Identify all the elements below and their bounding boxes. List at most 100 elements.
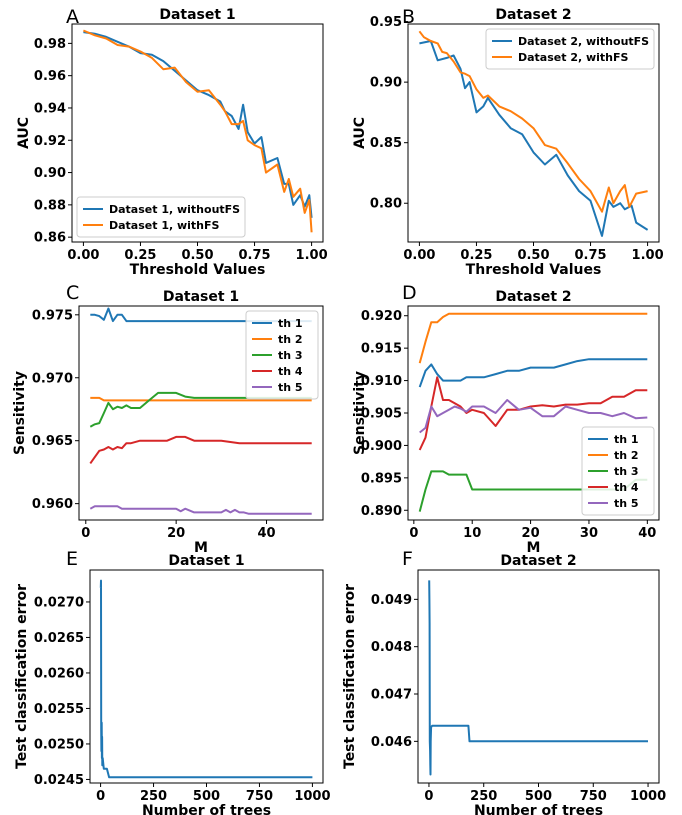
legend-entry: th 4 <box>278 365 303 378</box>
y-axis-label: Sensitivity <box>12 371 28 455</box>
legend-frame <box>485 28 655 70</box>
panel-letter-b: B <box>402 6 416 28</box>
y-tick-label: 0.915 <box>361 342 402 357</box>
y-tick-label: 0.85 <box>370 136 402 151</box>
legend: th 1 th 2 th 3 th 4 th 5 <box>245 310 319 400</box>
chart-title: Dataset 1 <box>159 7 235 23</box>
series-line-2 <box>418 30 648 213</box>
y-tick-label: 0.80 <box>370 197 402 212</box>
x-tick-label: 0.75 <box>575 248 607 263</box>
x-axis-label: M <box>527 540 541 556</box>
series-line-4 <box>89 435 312 464</box>
y-tick-label: 0.048 <box>371 640 412 655</box>
y-tick-label: 0.970 <box>32 371 73 386</box>
x-tick-label: 500 <box>193 789 220 804</box>
y-tick-label: 0.90 <box>370 76 402 91</box>
y-tick-label: 0.047 <box>371 688 412 703</box>
series-line-3 <box>89 391 312 428</box>
x-tick-label: 40 <box>257 526 275 541</box>
y-tick-label: 0.0260 <box>34 666 84 681</box>
x-tick-label: 0.00 <box>403 248 435 263</box>
x-tick-label: 750 <box>246 789 273 804</box>
x-tick-label: 0.25 <box>460 248 492 263</box>
x-axis-label: Threshold Values <box>466 262 602 278</box>
y-tick-label: 0.90 <box>34 166 66 181</box>
x-tick-label: 1000 <box>630 789 666 804</box>
y-tick-label: 0.95 <box>370 15 402 30</box>
x-tick-label: 40 <box>638 526 656 541</box>
panel-letter-f: F <box>402 548 413 570</box>
series-line-1 <box>99 579 313 779</box>
y-tick-label: 0.920 <box>361 309 402 324</box>
y-tick-label: 0.049 <box>371 593 412 608</box>
x-axis-label: Number of trees <box>474 803 603 815</box>
series-group <box>99 579 313 779</box>
x-tick-label: 20 <box>522 526 540 541</box>
legend: Dataset 1, withoutFS Dataset 1, withFS <box>76 196 246 238</box>
series-line-1 <box>428 580 648 776</box>
series-line-1 <box>418 358 648 388</box>
y-tick-label: 0.0265 <box>34 631 84 646</box>
y-tick-label: 0.94 <box>34 101 66 116</box>
legend-entry: th 2 <box>278 333 303 346</box>
y-tick-label: 0.900 <box>361 439 402 454</box>
chart-panel-c: Dataset 1 0 20 40 0.960 0.965 0.970 0.975 M Sensi… <box>12 289 324 556</box>
x-tick-label: 0.50 <box>517 248 549 263</box>
series-line-2 <box>90 396 312 402</box>
x-axis-label: Number of trees <box>142 803 271 815</box>
x-tick-label: 0.25 <box>124 248 156 263</box>
y-axis-label: Test classification error <box>342 584 358 769</box>
y-axis-label: Sensitivity <box>352 371 368 455</box>
legend: th 1 th 2 th 3 th 4 th 5 <box>581 426 655 516</box>
x-tick-label: 0.75 <box>239 248 271 263</box>
chart-title: Dataset 1 <box>163 289 239 305</box>
y-tick-label: 0.905 <box>361 407 402 422</box>
panel-letter-e: E <box>66 548 79 570</box>
x-tick-label: 30 <box>580 526 598 541</box>
legend-entry: Dataset 2, withoutFS <box>518 35 649 48</box>
legend-entry: th 5 <box>614 497 639 510</box>
x-tick-label: 0 <box>409 526 418 541</box>
x-tick-label: 250 <box>140 789 167 804</box>
y-tick-label: 0.88 <box>34 198 66 213</box>
x-tick-label: 250 <box>470 789 497 804</box>
chart-panel-f: Dataset 2 0 250 500 750 1000 0.046 0.047 0.048 0.… <box>342 553 666 815</box>
series-line-5 <box>89 505 312 515</box>
legend-entry: Dataset 2, withFS <box>518 51 629 64</box>
y-tick-label: 0.98 <box>34 37 66 52</box>
y-axis-label: AUC <box>352 117 368 149</box>
y-tick-label: 0.86 <box>34 231 66 246</box>
legend-entry: Dataset 1, withoutFS <box>109 203 240 216</box>
legend: Dataset 2, withoutFS Dataset 2, withFS <box>485 28 655 70</box>
series-line-1 <box>83 31 313 218</box>
x-tick-label: 0 <box>96 789 105 804</box>
series-group <box>89 307 312 515</box>
y-tick-label: 0.910 <box>361 374 402 389</box>
chart-title: Dataset 2 <box>495 289 571 305</box>
legend-entry: th 3 <box>614 465 639 478</box>
legend-frame <box>245 310 319 400</box>
y-axis-label: Test classification error <box>14 584 30 769</box>
y-tick-label: 0.0270 <box>34 595 84 610</box>
series-group <box>418 312 648 512</box>
legend-entry: th 1 <box>278 317 303 330</box>
x-tick-label: 1.00 <box>632 248 664 263</box>
plot-frame <box>417 569 660 784</box>
y-tick-label: 0.890 <box>361 504 402 519</box>
series-line-5 <box>419 399 648 434</box>
x-tick-label: 0 <box>424 789 433 804</box>
legend-entry: th 5 <box>278 381 303 394</box>
x-tick-label: 0.50 <box>181 248 213 263</box>
legend-frame <box>76 196 246 238</box>
y-tick-label: 0.92 <box>34 134 66 149</box>
series-group <box>418 30 649 237</box>
x-tick-label: 20 <box>167 526 185 541</box>
series-group <box>428 580 648 776</box>
panel-letter-a: A <box>66 6 79 28</box>
series-group <box>83 29 313 233</box>
y-tick-label: 0.0250 <box>34 737 84 752</box>
legend-entry: th 1 <box>614 433 639 446</box>
chart-panel-d: Dataset 2 0 10 20 30 40 0.890 0.895 0.900 0.905 0.… <box>352 289 660 556</box>
legend-entry: Dataset 1, withFS <box>109 219 220 232</box>
